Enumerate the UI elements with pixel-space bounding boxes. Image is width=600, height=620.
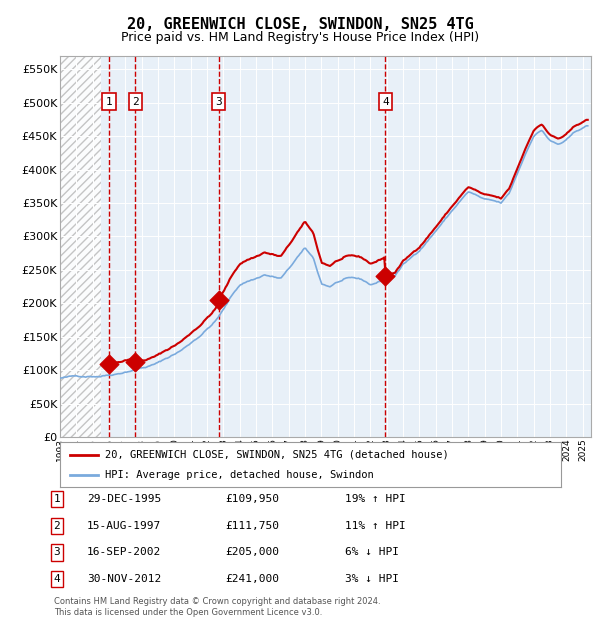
Text: 15-AUG-1997: 15-AUG-1997 bbox=[87, 521, 161, 531]
Text: 19% ↑ HPI: 19% ↑ HPI bbox=[345, 494, 406, 504]
Text: 3: 3 bbox=[53, 547, 61, 557]
Text: 20, GREENWICH CLOSE, SWINDON, SN25 4TG: 20, GREENWICH CLOSE, SWINDON, SN25 4TG bbox=[127, 17, 473, 32]
Text: 1: 1 bbox=[106, 97, 112, 107]
Text: 30-NOV-2012: 30-NOV-2012 bbox=[87, 574, 161, 584]
Text: 6% ↓ HPI: 6% ↓ HPI bbox=[345, 547, 399, 557]
Text: £111,750: £111,750 bbox=[225, 521, 279, 531]
Text: £205,000: £205,000 bbox=[225, 547, 279, 557]
Point bbox=[214, 295, 223, 305]
Point bbox=[104, 358, 113, 368]
Text: 29-DEC-1995: 29-DEC-1995 bbox=[87, 494, 161, 504]
Text: 20, GREENWICH CLOSE, SWINDON, SN25 4TG (detached house): 20, GREENWICH CLOSE, SWINDON, SN25 4TG (… bbox=[105, 450, 449, 459]
Text: HPI: Average price, detached house, Swindon: HPI: Average price, detached house, Swin… bbox=[105, 470, 374, 480]
Text: £109,950: £109,950 bbox=[225, 494, 279, 504]
Text: 1: 1 bbox=[53, 494, 61, 504]
Text: 3: 3 bbox=[215, 97, 222, 107]
Text: 16-SEP-2002: 16-SEP-2002 bbox=[87, 547, 161, 557]
Text: 4: 4 bbox=[382, 97, 389, 107]
Text: 4: 4 bbox=[53, 574, 61, 584]
Text: Contains HM Land Registry data © Crown copyright and database right 2024.
This d: Contains HM Land Registry data © Crown c… bbox=[54, 598, 380, 617]
Text: 2: 2 bbox=[132, 97, 139, 107]
Text: 2: 2 bbox=[53, 521, 61, 531]
Point bbox=[380, 271, 390, 281]
Point bbox=[131, 357, 140, 367]
Text: 3% ↓ HPI: 3% ↓ HPI bbox=[345, 574, 399, 584]
Text: 11% ↑ HPI: 11% ↑ HPI bbox=[345, 521, 406, 531]
Text: Price paid vs. HM Land Registry's House Price Index (HPI): Price paid vs. HM Land Registry's House … bbox=[121, 31, 479, 44]
Text: £241,000: £241,000 bbox=[225, 574, 279, 584]
